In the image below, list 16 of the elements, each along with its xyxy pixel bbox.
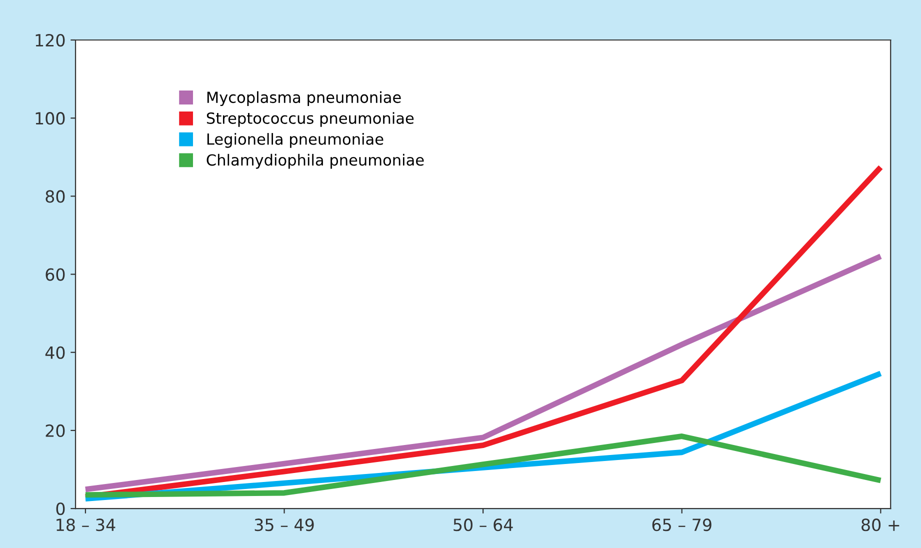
legend-label: Chlamydiophila pneumoniae [206, 154, 424, 169]
y-tick-label: 20 [46, 424, 65, 438]
y-tick-label: 120 [36, 34, 65, 47]
legend-label: Mycoplasma pneumoniae [207, 91, 401, 106]
y-tick-label: 0 [56, 502, 65, 516]
x-tick-label: 35 – 49 [254, 518, 314, 532]
x-tick-label: 18 – 34 [56, 518, 116, 532]
x-tick-label: 65 – 79 [652, 518, 712, 532]
legend-label: Streptococcus pneumoniae [206, 112, 414, 127]
y-tick-label: 60 [46, 268, 65, 281]
x-tick-label: 80 + [862, 518, 900, 532]
legend-label: Legionella pneumoniae [207, 133, 384, 148]
y-tick-label: 80 [46, 190, 65, 203]
y-tick-label: 40 [45, 346, 65, 359]
y-tick-label: 100 [36, 112, 65, 125]
x-tick-label: 50 – 64 [454, 518, 513, 532]
